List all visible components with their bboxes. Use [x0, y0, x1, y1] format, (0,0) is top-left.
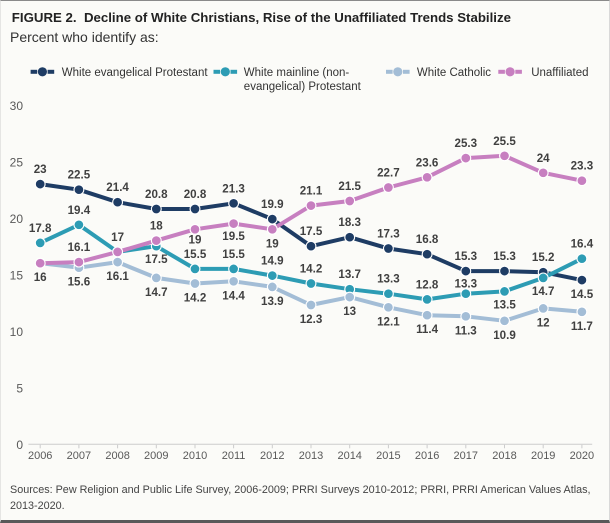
svg-text:14.2: 14.2 [184, 292, 207, 305]
svg-text:17: 17 [111, 231, 124, 244]
svg-text:0: 0 [16, 438, 23, 452]
svg-text:2007: 2007 [67, 450, 91, 462]
svg-text:14.2: 14.2 [300, 263, 323, 276]
svg-text:2008: 2008 [105, 450, 129, 462]
svg-text:19: 19 [189, 234, 202, 247]
svg-text:14.7: 14.7 [145, 286, 168, 299]
svg-text:5: 5 [16, 381, 23, 395]
svg-text:13.9: 13.9 [261, 295, 284, 308]
svg-text:11.7: 11.7 [571, 320, 593, 333]
svg-text:23.6: 23.6 [416, 156, 439, 169]
svg-text:15.2: 15.2 [532, 251, 555, 264]
svg-text:30: 30 [10, 99, 24, 113]
svg-text:13.3: 13.3 [377, 273, 400, 286]
svg-text:15.6: 15.6 [68, 276, 91, 289]
svg-text:14.9: 14.9 [261, 255, 284, 268]
svg-text:20: 20 [10, 212, 24, 226]
svg-text:Unaffiliated: Unaffiliated [531, 67, 588, 79]
svg-text:2011: 2011 [222, 450, 246, 462]
svg-text:21.3: 21.3 [222, 182, 245, 195]
svg-text:11.4: 11.4 [416, 323, 438, 336]
svg-text:2020: 2020 [570, 450, 594, 462]
svg-text:2019: 2019 [531, 450, 555, 462]
svg-text:2012: 2012 [260, 450, 284, 462]
svg-text:12.8: 12.8 [416, 278, 439, 291]
svg-text:21.1: 21.1 [300, 185, 323, 198]
svg-text:15.5: 15.5 [184, 248, 207, 261]
svg-text:2009: 2009 [144, 450, 168, 462]
svg-text:11.3: 11.3 [455, 324, 477, 337]
svg-text:25: 25 [10, 155, 24, 169]
svg-text:15.3: 15.3 [455, 250, 478, 263]
svg-text:2006: 2006 [28, 450, 52, 462]
svg-text:18.3: 18.3 [338, 216, 361, 229]
svg-text:21.5: 21.5 [338, 180, 361, 193]
svg-text:14.5: 14.5 [571, 288, 594, 301]
svg-text:2016: 2016 [415, 450, 439, 462]
svg-text:2017: 2017 [454, 450, 478, 462]
svg-text:17.8: 17.8 [29, 222, 52, 235]
svg-text:24: 24 [537, 152, 550, 165]
svg-text:White Catholic: White Catholic [417, 67, 491, 79]
svg-text:14.7: 14.7 [532, 285, 555, 298]
svg-text:15.3: 15.3 [493, 250, 516, 263]
svg-text:17.3: 17.3 [377, 228, 400, 241]
svg-text:21.4: 21.4 [106, 181, 129, 194]
svg-text:25.3: 25.3 [455, 137, 478, 150]
svg-text:13.3: 13.3 [455, 277, 478, 290]
svg-text:12.1: 12.1 [377, 315, 400, 328]
svg-text:13.5: 13.5 [493, 298, 516, 311]
svg-text:2010: 2010 [183, 450, 207, 462]
svg-text:19.9: 19.9 [261, 198, 284, 211]
svg-text:2015: 2015 [376, 450, 400, 462]
svg-text:19.5: 19.5 [222, 230, 245, 243]
svg-text:10.9: 10.9 [493, 329, 516, 342]
svg-text:10: 10 [10, 325, 24, 339]
svg-text:12.3: 12.3 [300, 313, 323, 326]
svg-text:22.7: 22.7 [377, 167, 400, 180]
svg-text:16.8: 16.8 [416, 233, 439, 246]
svg-text:17.5: 17.5 [145, 253, 168, 266]
svg-text:16.4: 16.4 [571, 238, 594, 251]
svg-text:18: 18 [150, 220, 163, 233]
svg-text:16.1: 16.1 [68, 241, 91, 254]
svg-text:2018: 2018 [492, 450, 516, 462]
svg-text:White mainline (non-: White mainline (non- [244, 67, 350, 79]
svg-text:23.3: 23.3 [571, 160, 594, 173]
svg-text:16: 16 [34, 271, 47, 284]
svg-text:22.5: 22.5 [68, 169, 91, 182]
svg-text:12: 12 [537, 316, 550, 329]
svg-text:15.5: 15.5 [222, 248, 245, 261]
svg-text:2014: 2014 [337, 450, 361, 462]
svg-text:2013: 2013 [299, 450, 323, 462]
svg-text:17.5: 17.5 [300, 225, 323, 238]
svg-text:evangelical) Protestant: evangelical) Protestant [244, 81, 362, 93]
svg-text:13.7: 13.7 [338, 268, 361, 281]
svg-text:20.8: 20.8 [145, 188, 168, 201]
svg-text:19.4: 19.4 [68, 204, 91, 217]
svg-text:14.4: 14.4 [222, 289, 245, 302]
svg-text:23: 23 [34, 163, 47, 176]
svg-text:White evangelical Protestant: White evangelical Protestant [62, 67, 209, 79]
svg-text:16.1: 16.1 [106, 270, 129, 283]
svg-text:19: 19 [266, 238, 279, 251]
svg-text:13: 13 [343, 305, 356, 318]
svg-text:15: 15 [10, 268, 24, 282]
svg-text:25.5: 25.5 [493, 135, 516, 148]
svg-text:20.8: 20.8 [184, 188, 207, 201]
